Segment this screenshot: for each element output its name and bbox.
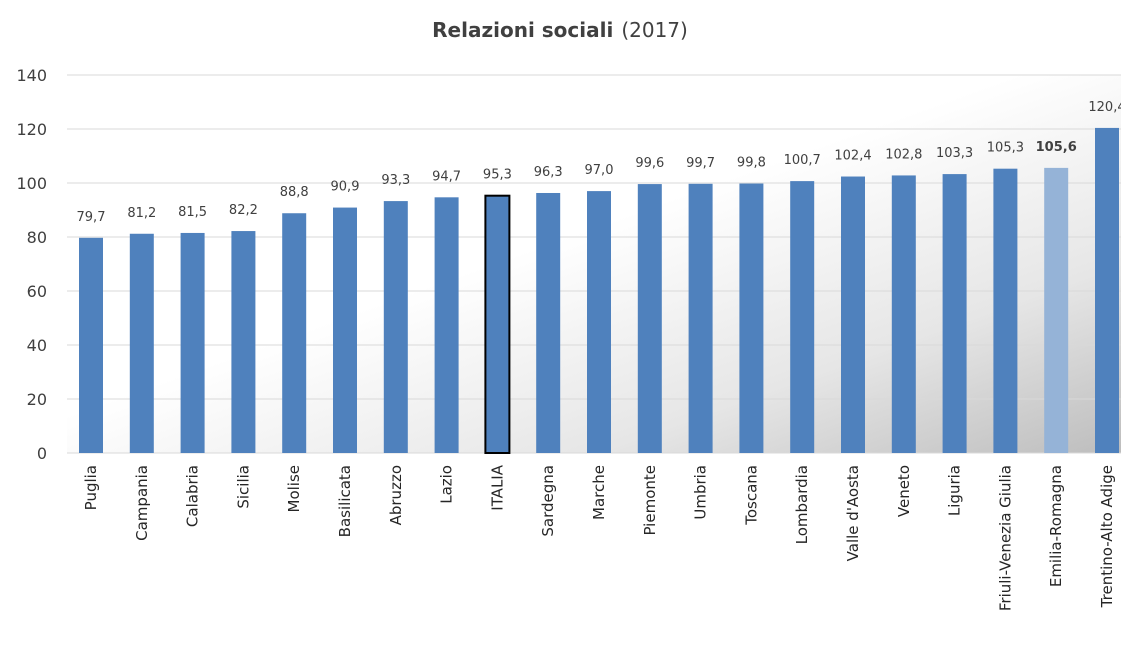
x-tick-label: Liguria [946,465,964,516]
bar [434,197,459,453]
bar [1095,127,1119,454]
y-tick-label: 20 [27,390,47,409]
chart-title: Relazioni sociali (2017) [432,18,688,42]
bar [993,168,1018,453]
y-tick-label: 140 [16,66,47,85]
bar [79,237,103,453]
x-tick-label: ITALIA [488,464,506,510]
bars [79,127,1119,454]
x-tick-label: Calabria [184,465,202,527]
bar [129,233,154,453]
data-label: 105,6 [1036,140,1077,155]
x-tick-label: Umbria [692,465,710,520]
x-tick-label: Veneto [895,465,913,517]
data-label: 88,8 [280,185,309,200]
y-tick-label: 100 [16,174,47,193]
x-axis-labels: Puglia Campania Calabria Sicilia Molise Basil… [82,464,1116,611]
data-labels: 79,7 81,2 81,5 82,2 88,8 90,9 93,3 94,7 95,3 96,3… [77,100,1121,225]
x-tick-label: Lombardia [793,465,811,544]
bar [180,232,205,453]
y-tick-label: 80 [27,228,47,247]
data-label: 95,3 [483,168,512,183]
y-tick-label: 0 [37,444,47,463]
bar [739,183,764,454]
x-tick-label: Toscana [742,465,760,526]
bar [383,201,408,453]
data-label: 97,0 [585,163,614,178]
x-tick-label: Basilicata [336,465,354,537]
x-tick-label: Marche [590,465,608,520]
bar [536,192,561,454]
bar [688,183,713,453]
bar [637,184,662,453]
data-label: 96,3 [534,165,563,180]
y-axis-ticks: 0 20 40 60 80 100 120 140 [16,66,47,463]
x-tick-label: Campania [133,465,151,541]
data-label: 82,2 [229,203,258,218]
x-tick-label: Piemonte [641,465,659,536]
data-label: 100,7 [784,153,821,168]
x-tick-label: Valle d'Aosta [844,465,862,561]
data-label: 99,7 [686,156,715,171]
bar [1044,167,1069,453]
bar [587,191,611,453]
chart-title-main: Relazioni sociali [432,18,613,42]
x-tick-label: Lazio [438,465,456,504]
x-tick-label: Sardegna [539,465,557,537]
bar [942,174,967,453]
data-label: 81,5 [178,205,207,220]
x-tick-label: Sicilia [234,465,252,509]
bar [282,213,307,453]
chart-subtitle: (2017) [621,18,688,42]
bar [891,175,916,453]
y-tick-label: 40 [27,336,47,355]
bar [484,194,511,454]
bar [231,231,256,453]
data-label: 79,7 [77,210,106,225]
data-label: 99,6 [635,156,664,171]
data-label: 81,2 [127,206,156,221]
data-label: 99,8 [737,156,766,171]
data-label: 90,9 [331,180,360,195]
data-label: 120,4 [1088,100,1121,115]
x-tick-label: Molise [285,465,303,513]
y-tick-label: 120 [16,120,47,139]
bar [333,207,357,453]
bar [790,181,815,454]
data-label: 102,8 [885,147,922,162]
x-tick-label: Friuli-Venezia Giulia [996,465,1014,611]
data-label: 105,3 [987,141,1024,156]
y-tick-label: 60 [27,282,47,301]
x-tick-label: Trentino-Alto Adige [1098,465,1116,608]
data-label: 94,7 [432,169,461,184]
x-tick-label: Abruzzo [387,465,405,525]
data-label: 102,4 [834,149,871,164]
x-tick-label: Puglia [82,465,100,510]
bar [841,176,865,453]
data-label: 93,3 [381,173,410,188]
data-label: 103,3 [936,146,973,161]
x-tick-label: Emilia-Romagna [1047,465,1065,587]
